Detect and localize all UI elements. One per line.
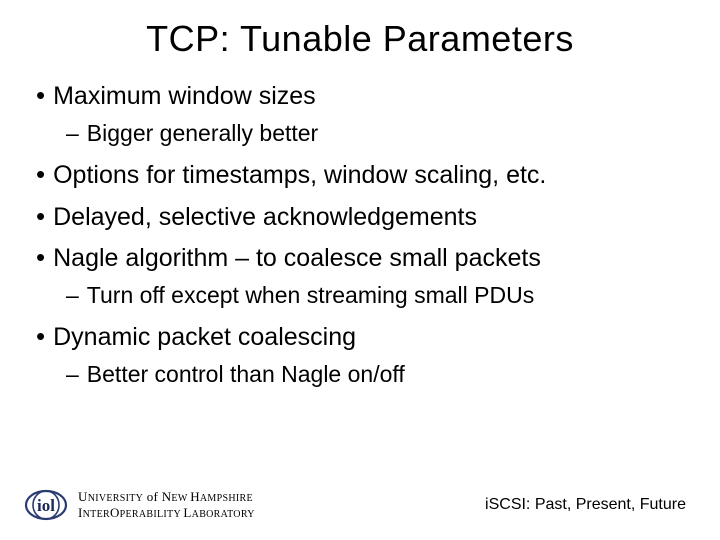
cap: O [110, 505, 120, 520]
footer: iol UNIVERSITY of NEW HAMPSHIRE INTEROPE… [0, 488, 720, 522]
bullet-text: Delayed, selective acknowledgements [53, 201, 477, 235]
smallcaps: PERABILITY [120, 509, 184, 520]
university-name: UNIVERSITY of NEW HAMPSHIRE INTEROPERABI… [78, 489, 255, 522]
bullet-text: Turn off except when streaming small PDU… [87, 280, 534, 311]
bullet-text: Better control than Nagle on/off [87, 359, 405, 390]
bullet-level1: • Delayed, selective acknowledgements [36, 201, 690, 235]
cap: U [78, 489, 88, 504]
bullet-text: Nagle algorithm – to coalesce small pack… [53, 242, 541, 276]
cap: L [183, 505, 191, 520]
bullet-dot-icon: • [36, 242, 45, 273]
bullet-dash-icon: – [66, 359, 79, 390]
bullet-text: Options for timestamps, window scaling, … [53, 159, 546, 193]
cap: N [162, 489, 172, 504]
iol-logo-icon: iol [24, 488, 68, 522]
smallcaps: NIVERSITY [88, 493, 143, 504]
svg-text:iol: iol [37, 496, 55, 515]
university-line2: INTEROPERABILITY LABORATORY [78, 505, 255, 522]
bullet-dot-icon: • [36, 321, 45, 352]
footer-tagline: iSCSI: Past, Present, Future [485, 496, 690, 514]
smallcaps: EW [171, 493, 190, 504]
bullet-level2: – Bigger generally better [66, 118, 690, 149]
bullet-text: Maximum window sizes [53, 80, 316, 114]
smallcaps: NTER [83, 509, 110, 520]
bullet-dot-icon: • [36, 80, 45, 111]
slide-body: • Maximum window sizes – Bigger generall… [30, 80, 690, 390]
bullet-level2: – Better control than Nagle on/off [66, 359, 690, 390]
bullet-text: Bigger generally better [87, 118, 318, 149]
txt: of [143, 489, 162, 504]
bullet-text: Dynamic packet coalescing [53, 321, 356, 355]
bullet-dot-icon: • [36, 201, 45, 232]
bullet-dot-icon: • [36, 159, 45, 190]
bullet-dash-icon: – [66, 118, 79, 149]
bullet-level1: • Options for timestamps, window scaling… [36, 159, 690, 193]
smallcaps: AMPSHIRE [200, 493, 253, 504]
bullet-level1: • Dynamic packet coalescing [36, 321, 690, 355]
bullet-level1: • Maximum window sizes [36, 80, 690, 114]
bullet-dash-icon: – [66, 280, 79, 311]
cap: H [190, 489, 200, 504]
bullet-level2: – Turn off except when streaming small P… [66, 280, 690, 311]
university-line1: UNIVERSITY of NEW HAMPSHIRE [78, 489, 255, 506]
slide: TCP: Tunable Parameters • Maximum window… [0, 0, 720, 540]
slide-title: TCP: Tunable Parameters [30, 18, 690, 60]
bullet-level1: • Nagle algorithm – to coalesce small pa… [36, 242, 690, 276]
smallcaps: ABORATORY [192, 509, 255, 520]
